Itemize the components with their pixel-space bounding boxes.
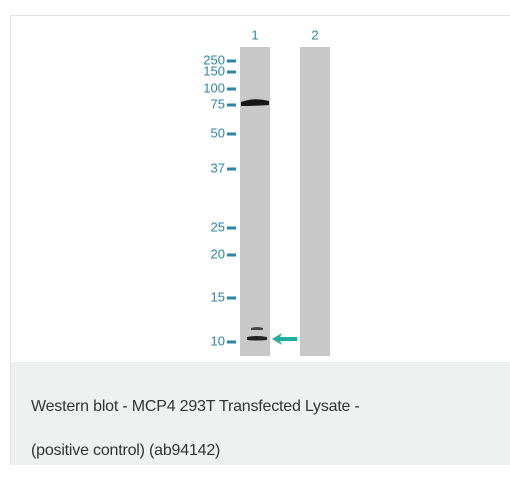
marker-dash xyxy=(227,341,236,344)
lane-2 xyxy=(300,47,330,356)
marker-label: 20 xyxy=(211,246,225,261)
lane-1 xyxy=(240,47,270,356)
marker-dash xyxy=(227,227,236,230)
marker-dash xyxy=(227,254,236,257)
marker-label: 50 xyxy=(211,125,225,140)
caption: Western blot - MCP4 293T Transfected Lys… xyxy=(10,362,510,465)
marker-label: 150 xyxy=(203,63,225,78)
marker-dash xyxy=(227,104,236,107)
lane-label: 1 xyxy=(251,27,258,42)
band xyxy=(247,336,267,341)
marker-dash xyxy=(227,88,236,91)
marker-label: 25 xyxy=(211,219,225,234)
page: 1225015010075503725201510 Western blot -… xyxy=(0,0,510,491)
arrow xyxy=(272,333,297,345)
caption-line: Western blot - MCP4 293T Transfected Lys… xyxy=(31,398,360,416)
caption-line: (positive control) (ab94142) xyxy=(31,442,220,460)
marker-dash xyxy=(227,71,236,74)
marker-label: 75 xyxy=(211,96,225,111)
marker-label: 100 xyxy=(203,80,225,95)
marker-dash xyxy=(227,60,236,63)
marker-dash xyxy=(227,168,236,171)
marker-dash xyxy=(227,297,236,300)
marker-label: 37 xyxy=(211,160,225,175)
marker-label: 10 xyxy=(211,333,225,348)
lane-label: 2 xyxy=(311,27,318,42)
marker-label: 15 xyxy=(211,289,225,304)
marker-dash xyxy=(227,133,236,136)
